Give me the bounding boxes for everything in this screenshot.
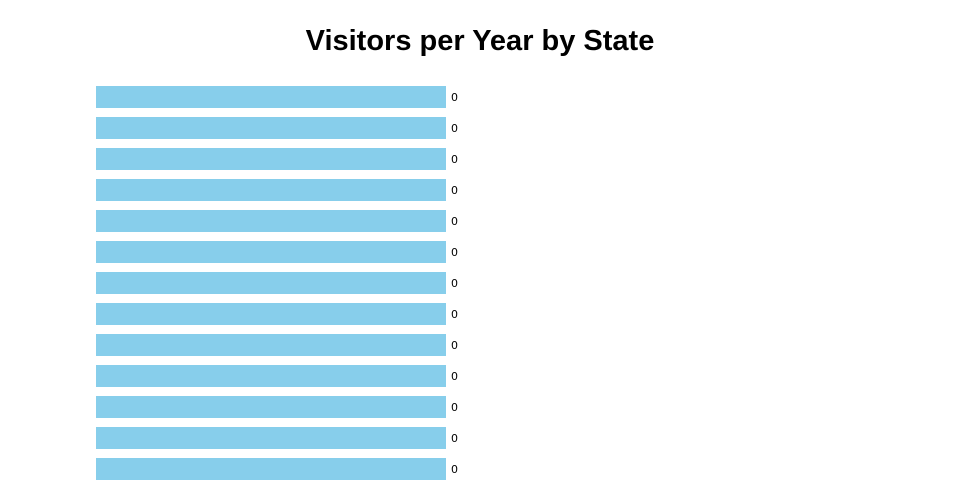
bar (96, 303, 446, 325)
bar-area: 0 0 0 0 0 0 0 0 0 0 0 0 (96, 86, 596, 480)
bar (96, 86, 446, 108)
bar-value-label: 0 (451, 338, 458, 352)
bar (96, 117, 446, 139)
bar-value-label: 0 (451, 152, 458, 166)
bar-value-label: 0 (451, 183, 458, 197)
bar (96, 241, 446, 263)
bar-value-label: 0 (451, 214, 458, 228)
bar-value-label: 0 (451, 462, 458, 476)
bar (96, 210, 446, 232)
bar (96, 334, 446, 356)
chart-title: Visitors per Year by State (305, 25, 655, 57)
bar-row: 0 (96, 148, 596, 170)
bar-row: 0 (96, 458, 596, 480)
bar-row: 0 (96, 396, 596, 418)
bar-value-label: 0 (451, 90, 458, 104)
bar-value-label: 0 (451, 276, 458, 290)
bar-value-label: 0 (451, 431, 458, 445)
bar (96, 396, 446, 418)
bar-value-label: 0 (451, 369, 458, 383)
bar (96, 179, 446, 201)
bar-row: 0 (96, 334, 596, 356)
bar (96, 427, 446, 449)
bar-row: 0 (96, 427, 596, 449)
bar-value-label: 0 (451, 400, 458, 414)
bar (96, 365, 446, 387)
bar-value-label: 0 (451, 307, 458, 321)
bar-row: 0 (96, 117, 596, 139)
bar (96, 272, 446, 294)
bar-row: 0 (96, 86, 596, 108)
bar-value-label: 0 (451, 121, 458, 135)
bar-value-label: 0 (451, 245, 458, 259)
bar-row: 0 (96, 272, 596, 294)
bar-row: 0 (96, 179, 596, 201)
bar-row: 0 (96, 365, 596, 387)
bar-row: 0 (96, 241, 596, 263)
bar (96, 458, 446, 480)
bar (96, 148, 446, 170)
bar-row: 0 (96, 210, 596, 232)
bar-row: 0 (96, 303, 596, 325)
